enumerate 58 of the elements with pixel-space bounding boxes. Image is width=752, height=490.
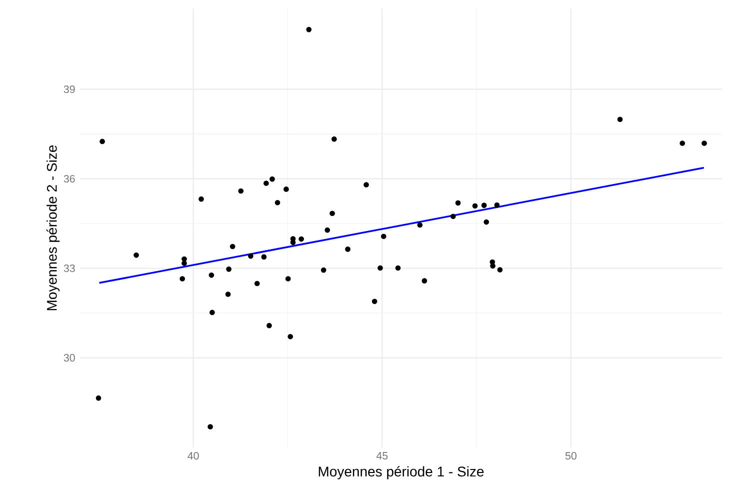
- point: [134, 252, 139, 258]
- point: [490, 263, 496, 269]
- y-tick-label: 36: [64, 174, 75, 183]
- point: [208, 272, 214, 278]
- point: [285, 276, 291, 282]
- point: [266, 322, 272, 328]
- point: [372, 298, 378, 304]
- point: [306, 26, 312, 32]
- y-tick-label: 33: [64, 264, 75, 272]
- point: [261, 254, 267, 260]
- x-tick-label: 50: [565, 452, 576, 460]
- point: [270, 176, 275, 182]
- point: [274, 200, 280, 206]
- point: [208, 424, 213, 430]
- y-tick-label: 30: [64, 354, 75, 362]
- x-tick-label: 40: [188, 452, 199, 460]
- point: [422, 278, 428, 284]
- point: [238, 188, 244, 194]
- point: [324, 227, 330, 233]
- point: [702, 140, 707, 146]
- point: [494, 202, 500, 208]
- point: [264, 180, 269, 186]
- point: [225, 292, 231, 297]
- point: [472, 203, 478, 209]
- x-tick-label: 45: [376, 452, 388, 460]
- point: [481, 202, 487, 208]
- x-axis-title: Moyennes période 1 - Size: [318, 466, 484, 480]
- point: [182, 260, 187, 266]
- point: [248, 253, 254, 259]
- point: [330, 210, 335, 216]
- point: [380, 234, 386, 240]
- point: [450, 214, 456, 220]
- point: [226, 266, 232, 272]
- point: [254, 280, 260, 286]
- point: [100, 138, 105, 144]
- y-axis-title: Moyennes période 2 - Size: [46, 145, 60, 310]
- point: [230, 244, 236, 250]
- point: [298, 236, 304, 242]
- point: [680, 140, 686, 146]
- point: [497, 267, 503, 272]
- point: [284, 186, 289, 192]
- point: [395, 265, 401, 271]
- point: [417, 222, 423, 228]
- point: [378, 265, 383, 271]
- point: [320, 267, 326, 273]
- point: [364, 182, 369, 188]
- point: [484, 219, 490, 225]
- point: [210, 310, 215, 316]
- point: [180, 276, 186, 282]
- point: [288, 334, 294, 340]
- point: [345, 246, 350, 252]
- y-tick-label: 39: [64, 85, 75, 94]
- point: [198, 196, 204, 202]
- point: [455, 200, 461, 206]
- point: [617, 116, 623, 122]
- point: [96, 395, 102, 401]
- point: [331, 136, 337, 142]
- point: [182, 256, 187, 262]
